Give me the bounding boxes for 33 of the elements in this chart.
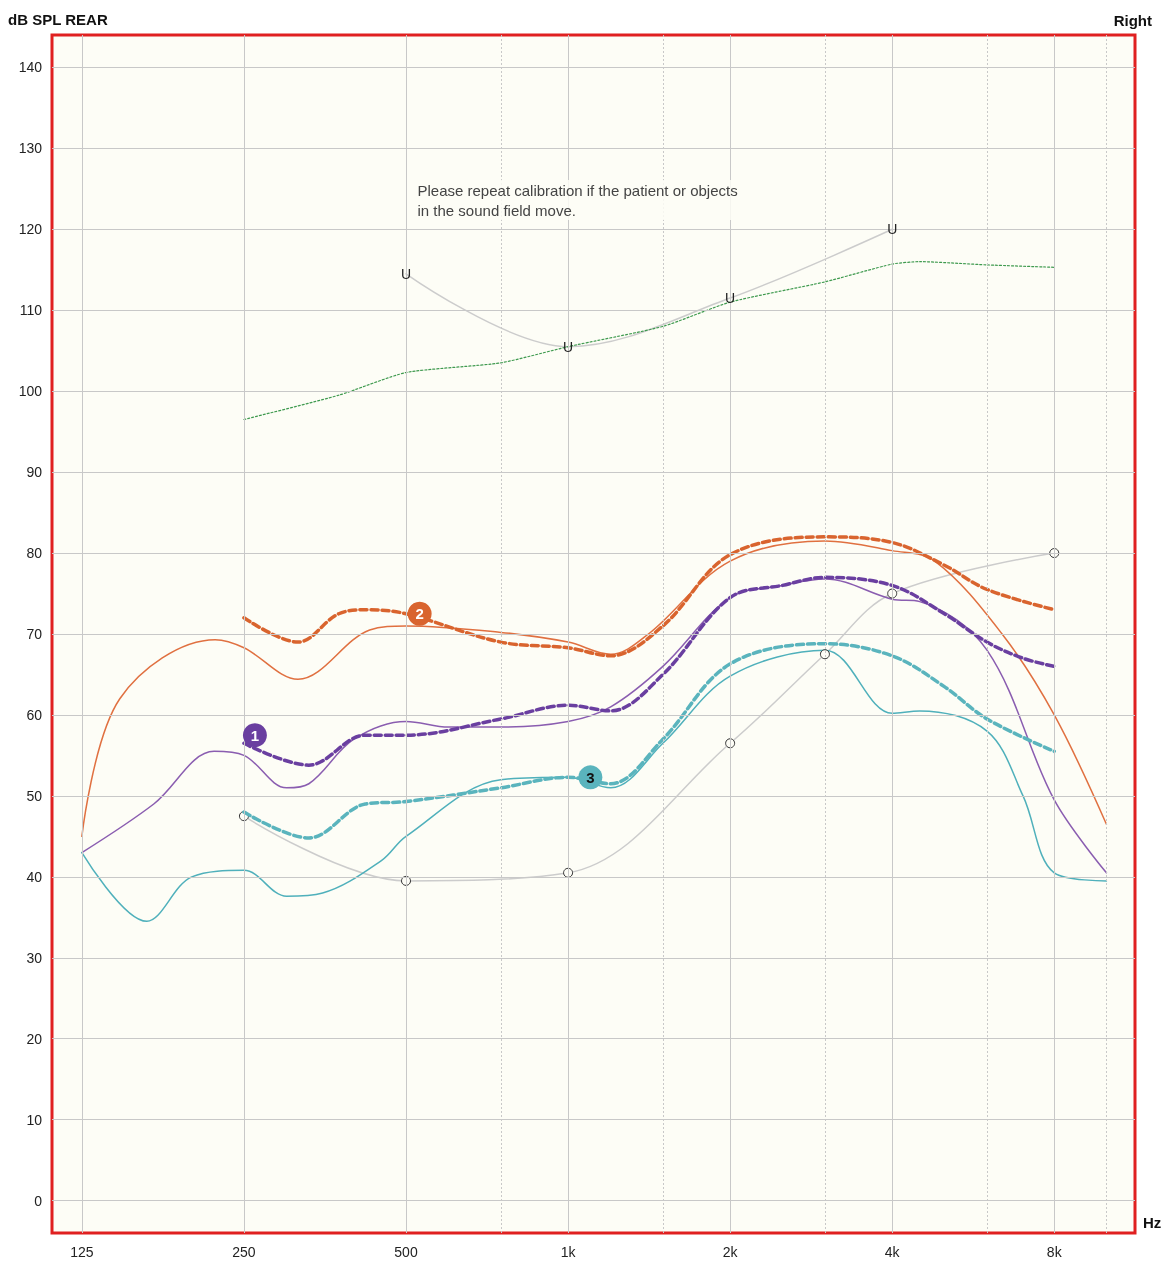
y-tick-label: 50 bbox=[26, 787, 43, 804]
y-tick-label: 70 bbox=[26, 626, 43, 642]
y-tick-label: 20 bbox=[26, 1030, 43, 1047]
x-tick-label: 125 bbox=[70, 1244, 94, 1260]
x-tick-label: 500 bbox=[394, 1244, 418, 1260]
annotation: U bbox=[563, 338, 574, 355]
y-tick-label: 100 bbox=[18, 383, 43, 400]
y-axis-title: dB SPL REAR bbox=[8, 11, 108, 28]
annotation: 3 bbox=[586, 768, 595, 786]
y-tick-label: 90 bbox=[26, 464, 43, 481]
x-tick-label: 4k bbox=[884, 1244, 901, 1260]
y-tick-label: 130 bbox=[18, 140, 43, 157]
annotation: 2 bbox=[415, 605, 424, 623]
y-tick-label: 140 bbox=[18, 59, 43, 76]
x-tick-label: 2k bbox=[722, 1244, 739, 1260]
annotation: U bbox=[887, 221, 898, 238]
y-tick-label: 10 bbox=[26, 1111, 43, 1128]
x-tick-label: 8k bbox=[1046, 1244, 1063, 1260]
y-tick-label: 30 bbox=[26, 949, 43, 966]
annotation: U bbox=[400, 265, 412, 282]
y-tick-label: 110 bbox=[19, 302, 43, 319]
chart-title: Right bbox=[1113, 12, 1153, 29]
y-tick-label: 0 bbox=[34, 1192, 43, 1209]
x-axis-title: Hz bbox=[1143, 1213, 1162, 1231]
y-tick-label: 40 bbox=[26, 868, 43, 885]
annotation: U bbox=[725, 290, 736, 307]
y-tick-label: 80 bbox=[26, 545, 43, 562]
y-tick-label: 120 bbox=[18, 221, 43, 238]
annotation: 1 bbox=[250, 726, 260, 744]
y-tick-label: 60 bbox=[26, 706, 43, 723]
x-tick-label: 1k bbox=[560, 1244, 577, 1260]
annotation: Please repeat calibration if the patient or objects in the sound field move. bbox=[417, 181, 742, 219]
x-tick-label: 250 bbox=[232, 1244, 256, 1260]
